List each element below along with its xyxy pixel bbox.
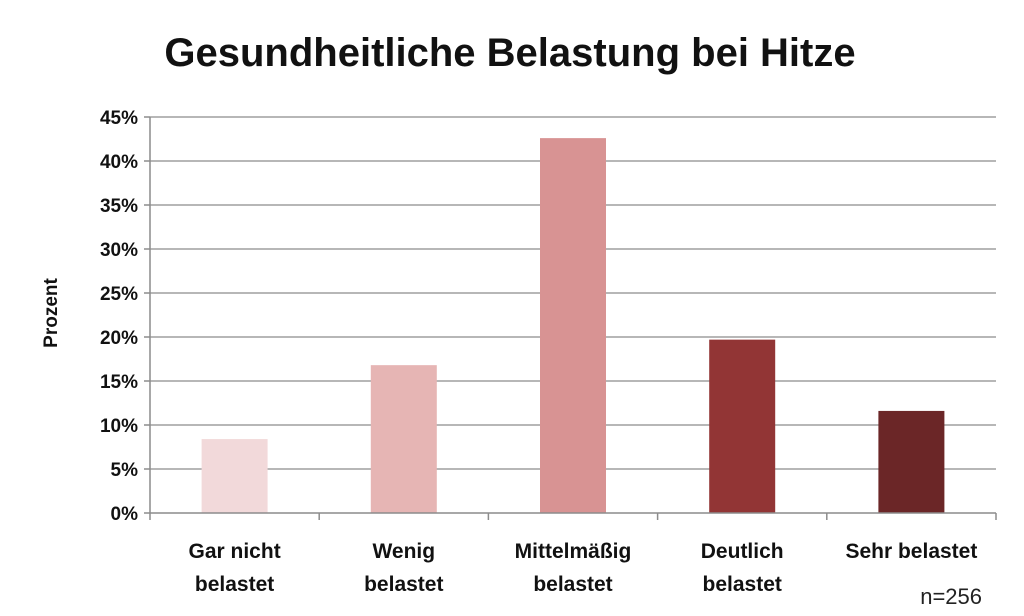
- y-axis-ticks: 0% 5% 10% 15% 20% 25% 30% 35% 40% 45%: [100, 108, 150, 525]
- y-tick-label: 35%: [100, 196, 138, 217]
- bar: [540, 138, 606, 513]
- x-tick-label: Gar nicht belastet: [189, 540, 281, 596]
- y-tick-label: 15%: [100, 372, 138, 393]
- bars: [201, 138, 945, 513]
- y-tick-label: 5%: [111, 460, 139, 481]
- x-tick-label: Mittelmäßig belastet: [515, 540, 632, 596]
- sample-size-note: n=256: [920, 584, 982, 609]
- y-tick-label: 40%: [100, 152, 138, 173]
- bar: [709, 339, 776, 513]
- y-tick-label: 0%: [111, 504, 139, 525]
- y-tick-label: 30%: [100, 240, 138, 261]
- y-tick-label: 20%: [100, 328, 138, 349]
- y-tick-label: 25%: [100, 284, 138, 305]
- chart-title: Gesundheitliche Belastung bei Hitze: [164, 31, 855, 75]
- bar: [370, 365, 437, 513]
- x-tick-label: Wenig belastet: [364, 540, 443, 596]
- bar: [201, 439, 268, 513]
- y-tick-label: 10%: [100, 416, 138, 437]
- y-axis-label: Prozent: [41, 277, 62, 347]
- x-tick-label: Deutlich belastet: [701, 540, 784, 596]
- category-labels: Gar nicht belastet Wenig belastet Mittelmäßi…: [189, 540, 978, 596]
- y-tick-label: 45%: [100, 108, 138, 129]
- axes: [149, 117, 997, 520]
- x-tick-label: Sehr belastet: [845, 540, 977, 563]
- bar: [878, 410, 945, 513]
